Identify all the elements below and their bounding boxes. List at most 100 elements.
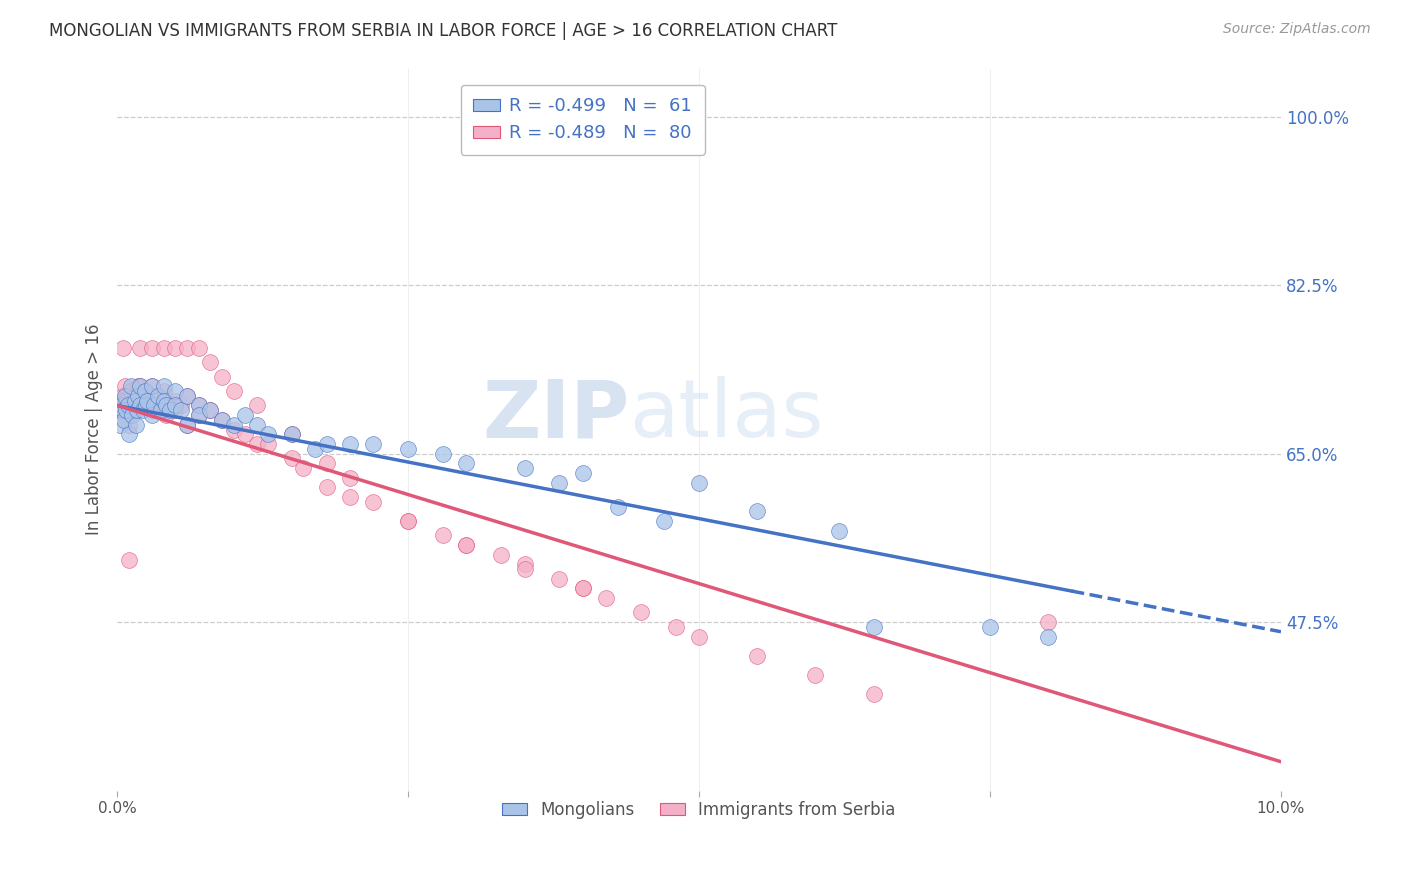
Point — [747, 504, 769, 518]
Point — [141, 403, 163, 417]
Point — [665, 620, 688, 634]
Point — [135, 399, 157, 413]
Point — [571, 466, 593, 480]
Point — [111, 403, 134, 417]
Text: atlas: atlas — [630, 376, 824, 454]
Point — [211, 369, 233, 384]
Point — [292, 461, 315, 475]
Point — [117, 399, 139, 413]
Point — [281, 427, 304, 442]
Point — [396, 514, 419, 528]
Point — [112, 408, 135, 422]
Point — [115, 403, 138, 417]
Point — [118, 417, 141, 432]
Point — [111, 399, 134, 413]
Point — [688, 475, 710, 490]
Point — [187, 399, 209, 413]
Point — [548, 572, 571, 586]
Point — [110, 399, 132, 413]
Point — [114, 379, 136, 393]
Point — [513, 562, 536, 576]
Point — [115, 393, 138, 408]
Point — [176, 417, 198, 432]
Point — [125, 403, 148, 417]
Point — [170, 399, 193, 413]
Point — [233, 427, 256, 442]
Point — [111, 389, 134, 403]
Point — [246, 399, 269, 413]
Point — [134, 384, 156, 398]
Point — [146, 389, 169, 403]
Point — [339, 471, 361, 485]
Point — [165, 399, 187, 413]
Point — [152, 399, 174, 413]
Point — [233, 408, 256, 422]
Point — [118, 399, 141, 413]
Point — [141, 379, 163, 393]
Point — [132, 403, 155, 417]
Point — [862, 620, 884, 634]
Point — [165, 393, 187, 408]
Point — [804, 668, 827, 682]
Y-axis label: In Labor Force | Age > 16: In Labor Force | Age > 16 — [86, 324, 103, 535]
Point — [120, 379, 142, 393]
Text: MONGOLIAN VS IMMIGRANTS FROM SERBIA IN LABOR FORCE | AGE > 16 CORRELATION CHART: MONGOLIAN VS IMMIGRANTS FROM SERBIA IN L… — [49, 22, 838, 40]
Text: ZIP: ZIP — [482, 376, 630, 454]
Point — [571, 582, 593, 596]
Point — [432, 447, 454, 461]
Point — [141, 379, 163, 393]
Point — [513, 461, 536, 475]
Point — [211, 413, 233, 427]
Point — [129, 379, 152, 393]
Point — [688, 630, 710, 644]
Point — [125, 417, 148, 432]
Point — [118, 427, 141, 442]
Point — [165, 403, 187, 417]
Point — [246, 417, 269, 432]
Point — [141, 408, 163, 422]
Point — [432, 528, 454, 542]
Point — [155, 399, 177, 413]
Point — [548, 475, 571, 490]
Point — [152, 341, 174, 355]
Point — [176, 341, 198, 355]
Point — [143, 399, 166, 413]
Point — [108, 403, 131, 417]
Point — [652, 514, 675, 528]
Point — [187, 399, 209, 413]
Point — [246, 437, 269, 451]
Point — [129, 399, 152, 413]
Point — [129, 341, 152, 355]
Point — [117, 403, 139, 417]
Point — [108, 417, 131, 432]
Point — [176, 417, 198, 432]
Point — [747, 648, 769, 663]
Point — [1038, 615, 1060, 629]
Point — [281, 451, 304, 466]
Point — [1038, 630, 1060, 644]
Point — [124, 393, 146, 408]
Point — [396, 442, 419, 456]
Point — [862, 687, 884, 701]
Point — [281, 427, 304, 442]
Point — [152, 384, 174, 398]
Point — [150, 403, 173, 417]
Point — [170, 403, 193, 417]
Point — [396, 514, 419, 528]
Point — [124, 389, 146, 403]
Point — [129, 379, 152, 393]
Point — [155, 408, 177, 422]
Point — [315, 456, 337, 470]
Point — [200, 403, 222, 417]
Point — [112, 413, 135, 427]
Point — [125, 393, 148, 408]
Point — [152, 379, 174, 393]
Point — [143, 389, 166, 403]
Point — [187, 408, 209, 422]
Point — [315, 437, 337, 451]
Point — [165, 384, 187, 398]
Point — [571, 582, 593, 596]
Point — [513, 558, 536, 572]
Point — [136, 393, 159, 408]
Point — [222, 417, 245, 432]
